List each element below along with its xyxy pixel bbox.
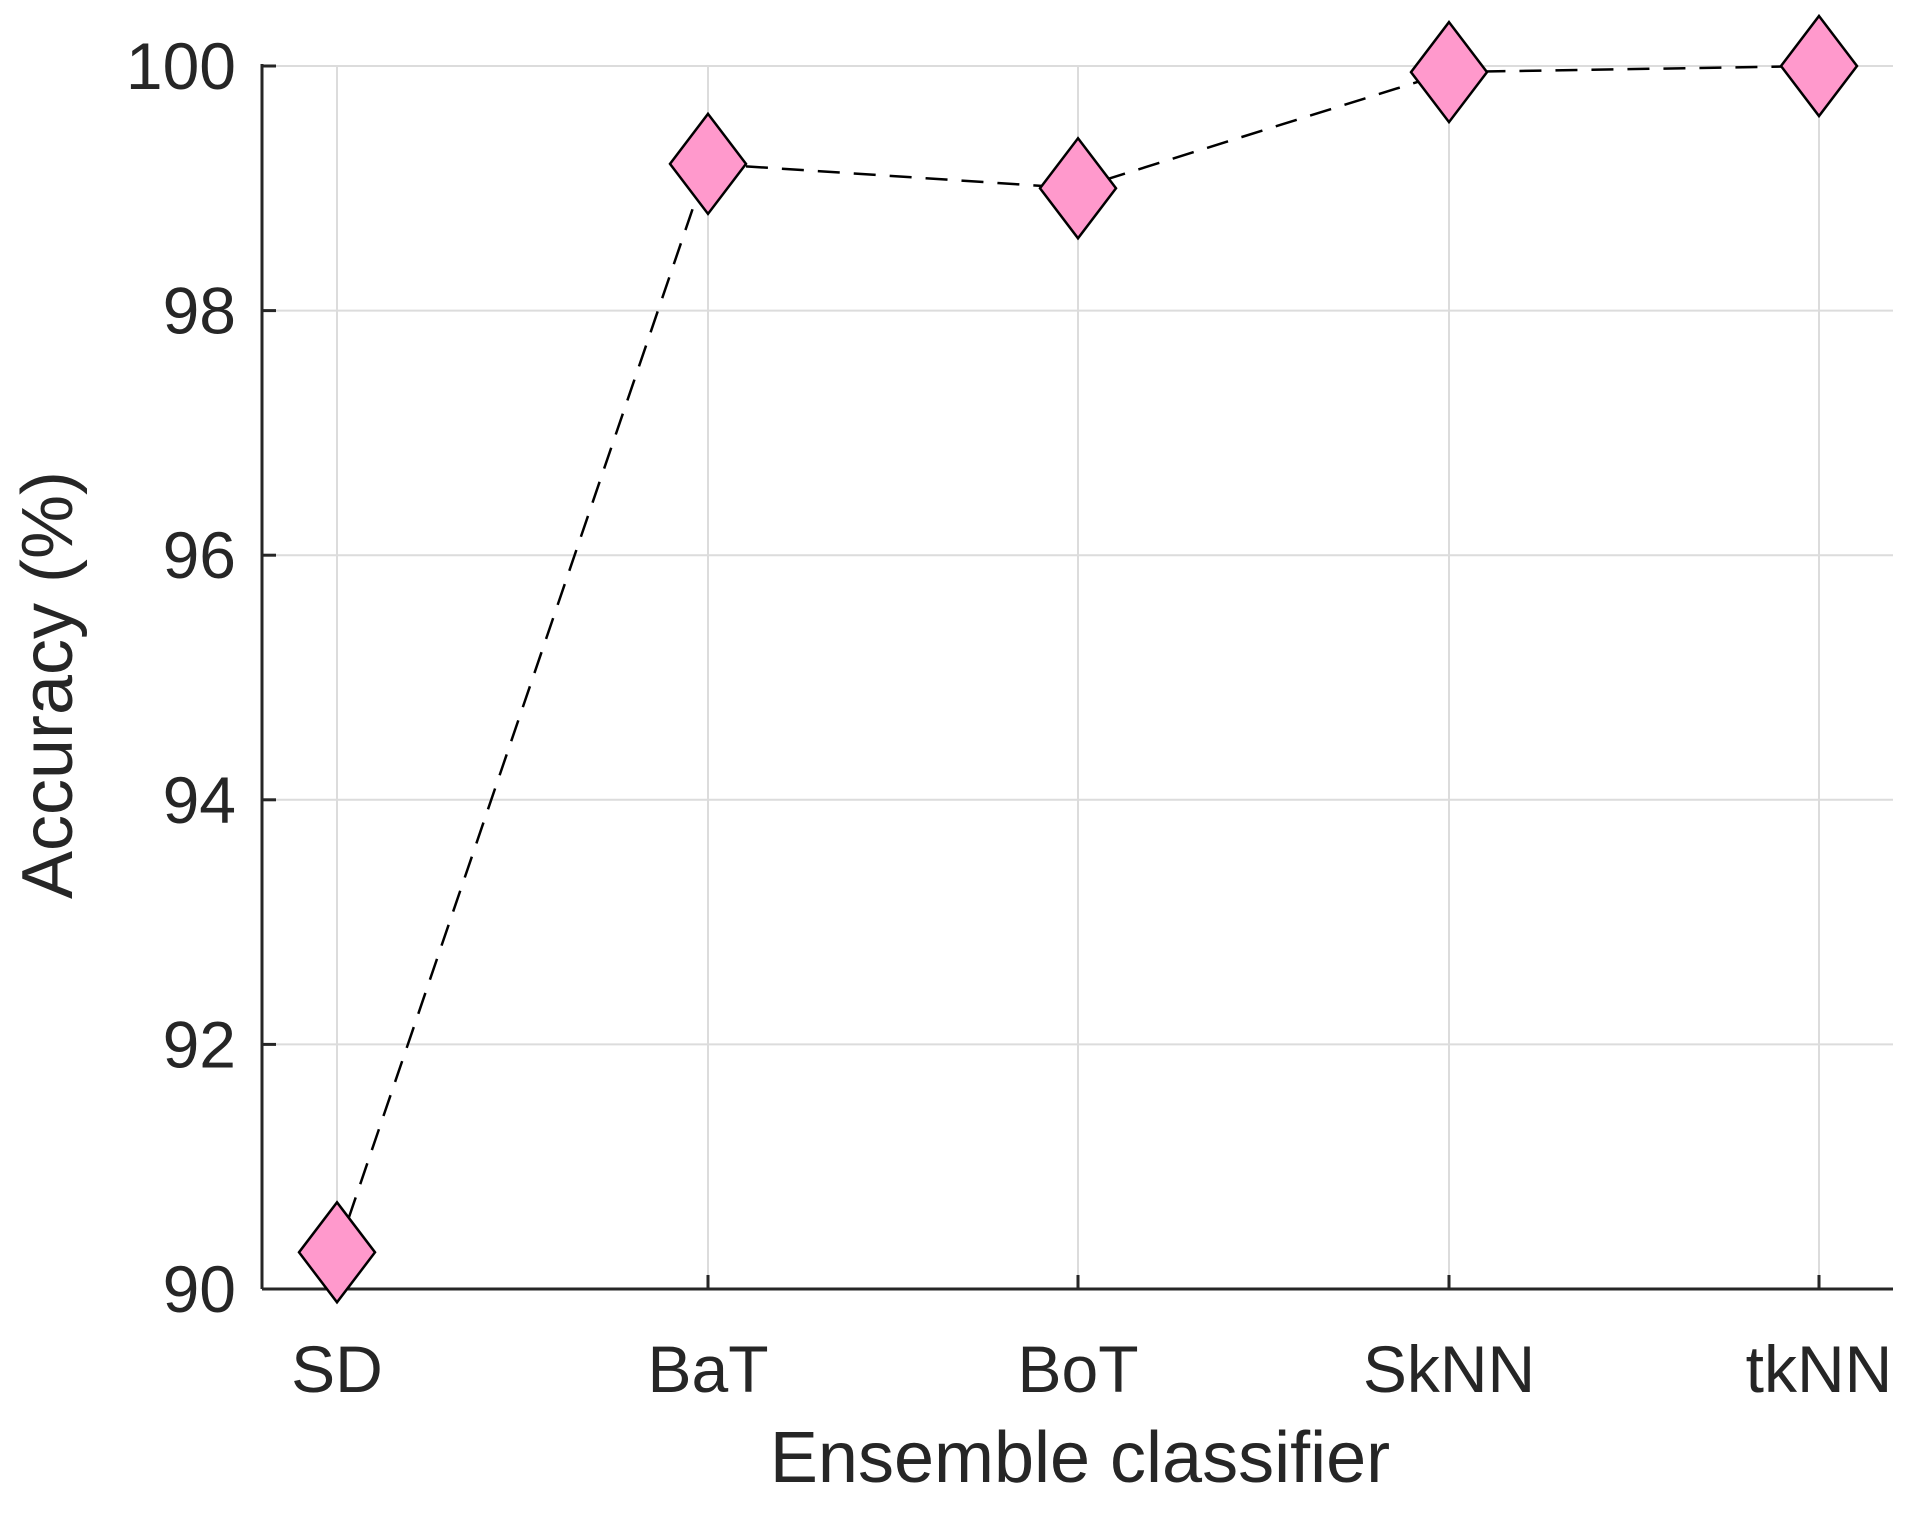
x-tick-label-SkNN: SkNN xyxy=(1363,1332,1535,1406)
tick-labels: 90 92 94 96 98 100 SD BaT BoT SkNN tkNN xyxy=(126,29,1892,1406)
y-tick-label-98: 98 xyxy=(163,274,236,348)
y-tick-label-90: 90 xyxy=(163,1252,236,1326)
grid xyxy=(262,65,1893,1289)
x-tick-label-BoT: BoT xyxy=(1017,1332,1138,1406)
y-tick-label-92: 92 xyxy=(163,1007,236,1081)
x-tick-label-BaT: BaT xyxy=(647,1332,768,1406)
y-axis-title: Accuracy (%) xyxy=(8,471,88,899)
y-tick-label-96: 96 xyxy=(163,518,236,592)
data-point-SD xyxy=(297,1200,377,1305)
data-point-BoT xyxy=(1038,136,1118,241)
x-tick-label-tkNN: tkNN xyxy=(1746,1332,1893,1406)
data-point-BaT xyxy=(668,111,748,216)
x-tick-label-SD: SD xyxy=(291,1332,383,1406)
data-point-SkNN xyxy=(1409,20,1489,125)
y-tick-label-94: 94 xyxy=(163,763,236,837)
x-axis-title: Ensemble classifier xyxy=(770,1418,1390,1498)
axes xyxy=(260,64,1893,1291)
y-tick-label-100: 100 xyxy=(126,29,236,103)
series xyxy=(297,13,1859,1305)
data-point-tkNN xyxy=(1779,13,1859,119)
